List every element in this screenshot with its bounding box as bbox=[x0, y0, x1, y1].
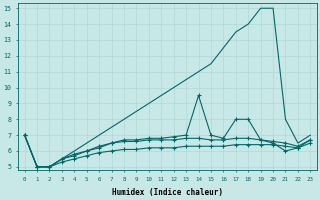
X-axis label: Humidex (Indice chaleur): Humidex (Indice chaleur) bbox=[112, 188, 223, 197]
